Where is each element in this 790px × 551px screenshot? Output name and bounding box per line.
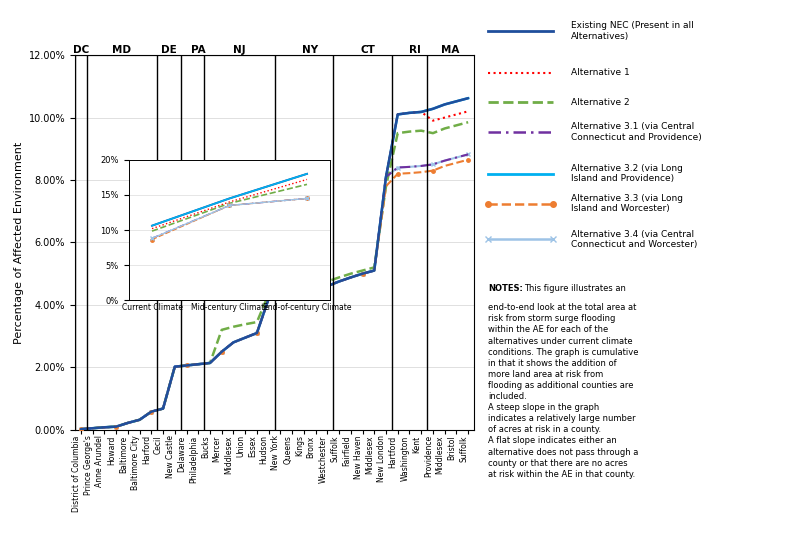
Text: Alternative 2: Alternative 2 bbox=[571, 98, 630, 107]
Text: Alternative 1: Alternative 1 bbox=[571, 68, 630, 77]
Y-axis label: Percentage of Affected Environment: Percentage of Affected Environment bbox=[14, 141, 24, 344]
Text: Alternative 3.3 (via Long
Island and Worcester): Alternative 3.3 (via Long Island and Wor… bbox=[571, 194, 683, 213]
Text: NJ: NJ bbox=[233, 45, 246, 55]
Text: DE: DE bbox=[161, 45, 177, 55]
Text: Existing NEC (Present in all
Alternatives): Existing NEC (Present in all Alternative… bbox=[571, 21, 694, 41]
Text: RI: RI bbox=[409, 45, 421, 55]
Text: This figure illustrates an: This figure illustrates an bbox=[524, 284, 626, 293]
Text: CT: CT bbox=[361, 45, 376, 55]
Text: Alternative 3.1 (via Central
Connecticut and Providence): Alternative 3.1 (via Central Connecticut… bbox=[571, 122, 702, 142]
Text: PA: PA bbox=[191, 45, 205, 55]
Text: MA: MA bbox=[442, 45, 460, 55]
Text: end-to-end look at the total area at
risk from storm surge flooding
within the A: end-to-end look at the total area at ris… bbox=[488, 303, 639, 479]
Text: DC: DC bbox=[73, 45, 89, 55]
Text: NY: NY bbox=[302, 45, 318, 55]
Text: MD: MD bbox=[112, 45, 131, 55]
Text: NOTES:: NOTES: bbox=[488, 284, 523, 293]
Text: Alternative 3.2 (via Long
Island and Providence): Alternative 3.2 (via Long Island and Pro… bbox=[571, 164, 683, 183]
Text: Alternative 3.4 (via Central
Connecticut and Worcester): Alternative 3.4 (via Central Connecticut… bbox=[571, 230, 698, 249]
